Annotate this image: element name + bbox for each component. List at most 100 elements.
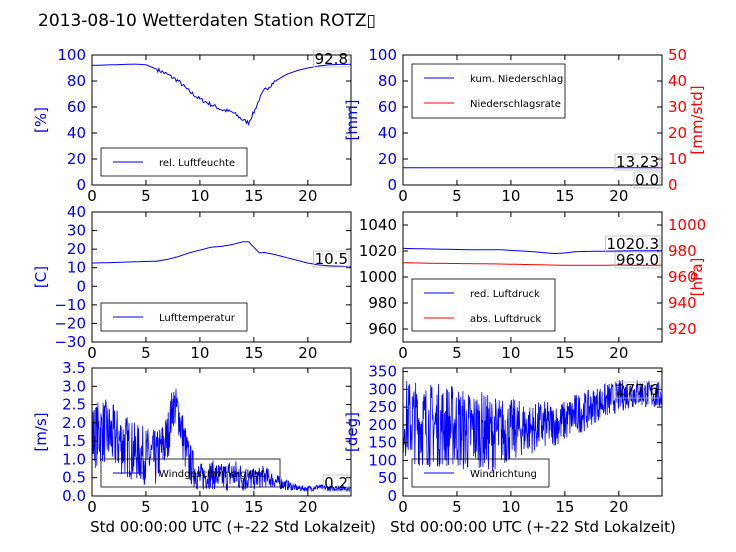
y2-tick-label: 980 xyxy=(668,242,697,260)
series-line-2 xyxy=(403,262,662,266)
legend-label: Windrichtung xyxy=(470,469,537,480)
legend-label: abs. Luftdruck xyxy=(470,314,541,325)
y-axis-label: [m/s] xyxy=(32,412,50,451)
y-tick-label: 1.0 xyxy=(62,450,86,468)
x-tick-label: 10 xyxy=(190,498,209,516)
xlabel-left: Std 00:00:00 UTC (+-22 Std Lokalzeit) xyxy=(90,518,376,536)
y-tick-label: 20 xyxy=(67,240,86,258)
legend: red. Luftdruck abs. Luftdruck xyxy=(411,278,556,332)
last-value-box xyxy=(614,153,661,171)
series-line-1 xyxy=(92,63,351,127)
x-tick-label: 10 xyxy=(501,344,520,362)
x-tick-label: 15 xyxy=(244,344,263,362)
y-tick-label: 10 xyxy=(67,259,86,277)
y-tick-label: −30 xyxy=(54,333,86,351)
series-line-1 xyxy=(403,247,662,255)
x-tick-label: 15 xyxy=(555,187,574,205)
y2-tick-label: 20 xyxy=(668,124,687,142)
plot-frame xyxy=(402,54,663,186)
legend: Windgeschwindigkeit xyxy=(100,458,281,488)
plot-frame xyxy=(91,367,352,497)
y-tick-label: −20 xyxy=(54,314,86,332)
x-tick-label: 0 xyxy=(398,187,408,205)
subplot-2: 0 5 10 15 20 0 20 40 60 80 100 0 10 20 30 40 50 [mm] [mm/s… xyxy=(343,46,706,205)
x-tick-label: 5 xyxy=(452,187,462,205)
y-tick-label: 2.0 xyxy=(62,414,86,432)
series-line-1 xyxy=(91,241,352,268)
x-tick-label: 20 xyxy=(609,498,628,516)
legend-label: Windgeschwindigkeit xyxy=(159,469,265,480)
x-tick-label: 5 xyxy=(141,344,151,362)
y-tick-label: 100 xyxy=(368,451,397,469)
y-tick-label: 1000 xyxy=(359,268,397,286)
y2-tick-label: 940 xyxy=(668,294,697,312)
y-tick-label: 1040 xyxy=(359,216,397,234)
plot-frame xyxy=(91,211,352,343)
legend-box xyxy=(411,63,566,119)
y-tick-label: 100 xyxy=(57,46,86,64)
x-tick-label: 0 xyxy=(87,344,97,362)
figure-title: 2013-08-10 Wetterdaten Station ROTZ▯ xyxy=(38,11,376,31)
series-line-1 xyxy=(91,388,352,493)
y-tick-label: 3.5 xyxy=(62,359,86,377)
legend: rel. Luftfeuchte xyxy=(100,147,248,177)
last-value-label: 10.5 xyxy=(315,250,348,268)
last-value-box xyxy=(322,474,350,492)
y-tick-label: 100 xyxy=(368,46,397,64)
legend-label: red. Luftdruck xyxy=(470,289,540,300)
x-tick-label: 5 xyxy=(452,498,462,516)
y-tick-label: 250 xyxy=(368,398,397,416)
last-value-label: 0.2 xyxy=(324,474,348,492)
y-tick-label: 980 xyxy=(368,294,397,312)
x-tick-label: 10 xyxy=(501,187,520,205)
legend-label: Lufttemperatur xyxy=(159,313,236,324)
legend-label: rel. Luftfeuchte xyxy=(159,158,235,169)
last-value-label: 277.6 xyxy=(616,381,659,399)
y-tick-label: 300 xyxy=(368,380,397,398)
y-tick-label: 150 xyxy=(368,434,397,452)
legend-box xyxy=(411,278,556,332)
y-tick-label: 3.0 xyxy=(62,377,86,395)
x-tick-label: 20 xyxy=(298,187,317,205)
legend: Lufttemperatur xyxy=(100,302,248,332)
y-tick-label: 2.5 xyxy=(62,396,86,414)
last-value-label: 13.23 xyxy=(616,153,659,171)
x-tick-label: 0 xyxy=(87,498,97,516)
y2-tick-label: 0 xyxy=(668,176,678,194)
x-tick-label: 0 xyxy=(87,187,97,205)
y2-tick-label: 920 xyxy=(668,320,697,338)
plot-frame xyxy=(402,367,663,497)
y2-tick-label: 40 xyxy=(668,72,687,90)
xlabel-right: Std 00:00:00 UTC (+-22 Std Lokalzeit) xyxy=(390,518,676,536)
y-tick-label: 40 xyxy=(67,124,86,142)
x-tick-label: 10 xyxy=(501,498,520,516)
legend-box xyxy=(100,458,281,488)
y-tick-label: 60 xyxy=(378,98,397,116)
legend-box xyxy=(411,458,550,488)
x-tick-label: 15 xyxy=(555,344,574,362)
y-axis-label: [mm] xyxy=(343,100,361,141)
y-tick-label: 1020 xyxy=(359,242,397,260)
x-tick-label: 15 xyxy=(555,498,574,516)
legend-box xyxy=(100,147,248,177)
y-tick-label: 0.0 xyxy=(62,487,86,505)
last-value-label: 1020.3 xyxy=(607,235,660,253)
x-tick-label: 20 xyxy=(609,344,628,362)
x-tick-label: 0 xyxy=(398,344,408,362)
y-axis-label: [C] xyxy=(32,266,50,288)
y-axis-label: [%] xyxy=(32,107,50,133)
y-axis-label: [deg] xyxy=(343,412,361,452)
legend: Windrichtung xyxy=(411,458,550,488)
last-value-box xyxy=(313,50,350,68)
y-tick-label: 20 xyxy=(67,150,86,168)
y2-tick-label: 960 xyxy=(668,268,697,286)
series-line-1 xyxy=(402,379,663,472)
y-tick-label: 40 xyxy=(378,124,397,142)
y-tick-label: 0 xyxy=(76,176,86,194)
y2-axis-label: [mm/std] xyxy=(688,85,706,154)
y-tick-label: 50 xyxy=(378,469,397,487)
y-tick-label: 0 xyxy=(387,487,397,505)
x-tick-label: 5 xyxy=(141,498,151,516)
x-tick-label: 10 xyxy=(190,344,209,362)
